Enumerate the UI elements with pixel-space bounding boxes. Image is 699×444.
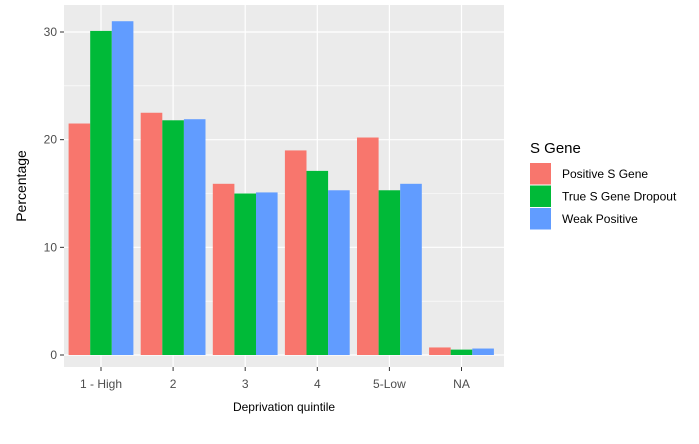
bar	[111, 21, 134, 355]
y-tick-label: 0	[50, 348, 57, 362]
legend-key	[530, 185, 551, 207]
bar	[472, 348, 494, 355]
x-tick-label: NA	[453, 377, 470, 391]
x-tick-label: 3	[242, 377, 249, 391]
bar	[256, 192, 278, 355]
bar	[183, 119, 206, 356]
bar	[328, 190, 350, 355]
x-tick-label: 2	[170, 377, 177, 391]
legend-key	[530, 163, 551, 185]
legend-label: Weak Positive	[562, 212, 638, 226]
bar	[212, 183, 235, 355]
bar	[378, 190, 401, 355]
bar	[162, 120, 184, 355]
y-tick-label: 20	[44, 133, 58, 147]
y-tick-label: 10	[44, 240, 58, 254]
minor-gridlines	[64, 85, 504, 302]
legend-title: S Gene	[530, 140, 581, 157]
bar	[429, 347, 451, 355]
legend-label: Positive S Gene	[562, 167, 648, 181]
legend-key	[530, 208, 551, 230]
bar	[400, 183, 422, 355]
x-axis: 1 - High 2 3 4 5-Low NA	[80, 367, 470, 391]
y-axis: 0 10 20 30	[44, 25, 64, 362]
y-axis-title: Percentage	[13, 150, 29, 222]
bar	[140, 112, 163, 355]
y-tick-label: 30	[44, 25, 58, 39]
bar	[357, 137, 379, 355]
bar	[284, 150, 307, 355]
bar	[450, 349, 473, 355]
legend: S Gene Positive S Gene True S Gene Dropou…	[530, 140, 677, 230]
x-tick-label: 5-Low	[373, 377, 406, 391]
bar	[234, 193, 256, 355]
x-tick-label: 1 - High	[80, 377, 122, 391]
bar	[306, 170, 329, 355]
legend-label: True S Gene Dropout	[562, 190, 677, 204]
bar	[90, 30, 112, 355]
bars	[68, 21, 494, 356]
panel-background	[64, 5, 504, 367]
bar	[68, 123, 91, 356]
x-tick-label: 4	[314, 377, 321, 391]
x-axis-title: Deprivation quintile	[233, 400, 335, 414]
